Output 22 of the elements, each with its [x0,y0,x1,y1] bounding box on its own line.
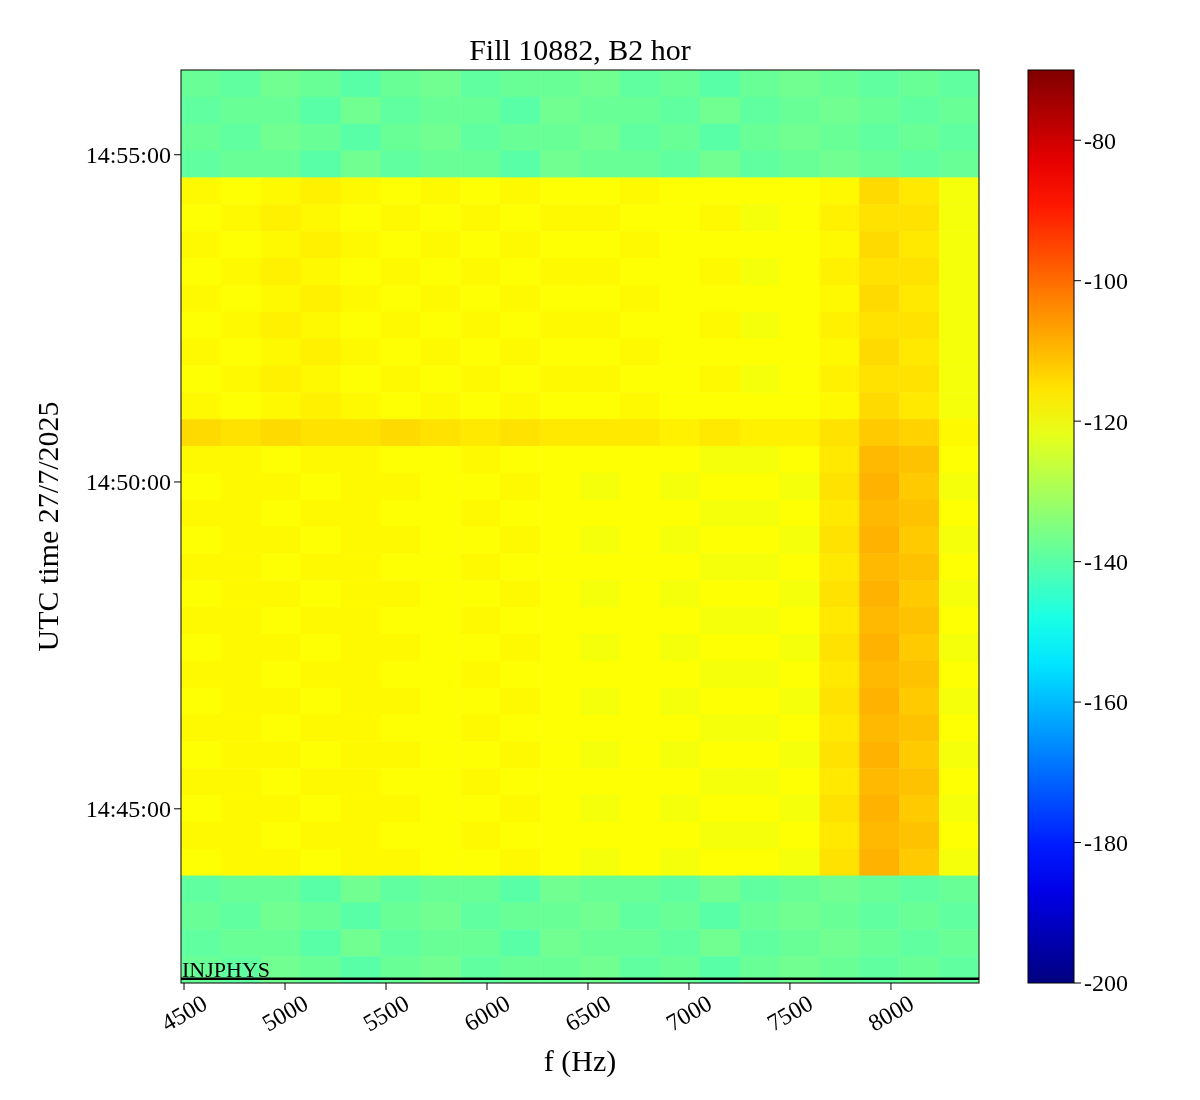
chart-title: Fill 10882, B2 hor [469,33,691,66]
color-bar-label: -120 [1084,408,1128,435]
x-tick-label: 8000 [863,989,919,1037]
y-axis-title: UTC time 27/7/2025 [31,401,64,652]
x-tick-label: 7000 [661,989,717,1037]
y-tick-label: 14:50:00 [85,469,171,496]
x-tick-label: 6500 [560,989,616,1037]
ref-line-label: INJPHYS [182,956,271,982]
color-bar-label: -200 [1084,970,1128,997]
x-tick-label: 7500 [762,989,818,1037]
x-tick-label: 6000 [459,989,515,1037]
color-bar-label: -160 [1084,689,1128,716]
x-tick-label: 5000 [257,989,313,1037]
x-tick-label: 4500 [156,989,212,1037]
color-bar-label: -140 [1084,549,1128,576]
color-bar-label: -180 [1084,829,1128,856]
y-tick-label: 14:45:00 [85,796,171,823]
y-tick-label: 14:55:00 [85,142,171,169]
x-tick-label: 5500 [358,989,414,1037]
color-bar-label: -100 [1084,268,1128,295]
color-bar-label: -80 [1084,127,1116,154]
x-axis-title: f (Hz) [543,1044,617,1078]
